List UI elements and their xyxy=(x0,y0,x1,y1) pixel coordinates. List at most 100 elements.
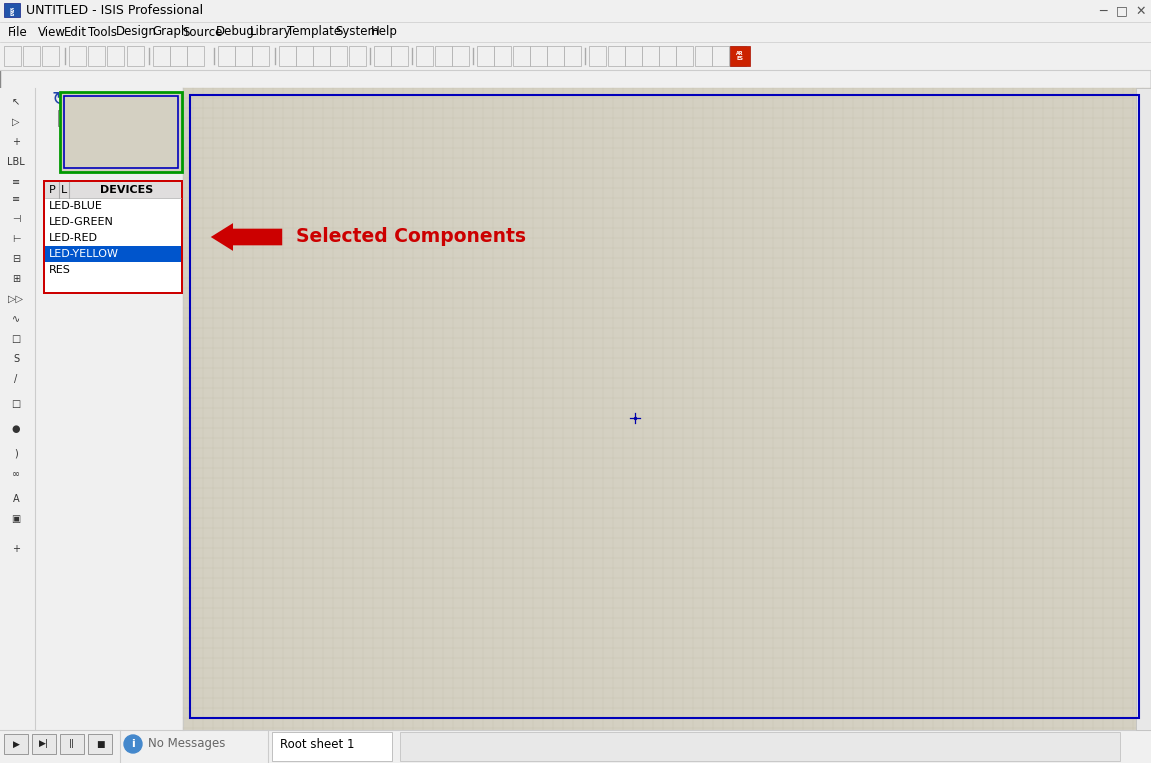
Bar xyxy=(589,46,605,66)
Bar xyxy=(494,46,511,66)
Text: IS: IS xyxy=(9,12,15,18)
Bar xyxy=(0,22,1151,42)
Text: System: System xyxy=(335,25,379,38)
Bar xyxy=(712,46,729,66)
Text: No Messages: No Messages xyxy=(148,738,226,751)
Text: +: + xyxy=(12,544,20,554)
Text: i: i xyxy=(131,739,135,749)
Text: ⊢: ⊢ xyxy=(12,234,21,244)
Bar xyxy=(729,46,746,66)
Bar xyxy=(0,88,1151,730)
Bar xyxy=(45,182,181,292)
Bar xyxy=(186,46,204,66)
Text: LED-GREEN: LED-GREEN xyxy=(49,217,114,227)
Bar xyxy=(23,46,40,66)
Text: Tools: Tools xyxy=(87,25,117,38)
Bar xyxy=(32,734,56,754)
Bar xyxy=(695,46,712,66)
Text: Design: Design xyxy=(116,25,157,38)
Text: ■: ■ xyxy=(96,739,105,749)
Bar xyxy=(330,46,346,66)
Text: ─: ─ xyxy=(1099,5,1107,18)
Bar xyxy=(2,190,30,208)
Bar xyxy=(296,46,313,66)
Text: AR
ES: AR ES xyxy=(737,50,744,61)
Bar xyxy=(2,350,30,368)
Text: View: View xyxy=(38,25,66,38)
Bar xyxy=(2,420,30,438)
Text: IS: IS xyxy=(9,8,15,12)
Text: DEVICES: DEVICES xyxy=(100,185,153,195)
Bar xyxy=(2,395,30,413)
Bar xyxy=(2,330,30,348)
Bar xyxy=(0,42,1151,70)
Bar xyxy=(0,0,1151,22)
Text: □: □ xyxy=(12,399,21,409)
Text: □: □ xyxy=(12,334,21,344)
Bar xyxy=(252,46,269,66)
Bar xyxy=(2,133,30,151)
Text: Library: Library xyxy=(250,25,291,38)
Bar xyxy=(2,173,30,191)
Text: Debug: Debug xyxy=(216,25,254,38)
Text: ▷: ▷ xyxy=(13,117,20,127)
Text: □: □ xyxy=(1116,5,1128,18)
Text: ▷▷: ▷▷ xyxy=(8,294,23,304)
Text: ▶: ▶ xyxy=(13,739,20,749)
Bar xyxy=(564,46,581,66)
Bar xyxy=(235,46,252,66)
Bar xyxy=(2,370,30,388)
Bar xyxy=(2,250,30,268)
Text: ⊣: ⊣ xyxy=(12,214,21,224)
Bar xyxy=(642,46,660,66)
Bar xyxy=(2,510,30,528)
Bar xyxy=(547,46,564,66)
Bar xyxy=(183,88,1151,730)
Bar xyxy=(3,3,20,17)
Text: UNTITLED - ISIS Professional: UNTITLED - ISIS Professional xyxy=(26,5,203,18)
Bar xyxy=(87,734,112,754)
Text: Source: Source xyxy=(182,25,222,38)
Bar xyxy=(87,46,105,66)
Bar xyxy=(45,246,181,262)
Text: ↻: ↻ xyxy=(52,91,68,110)
Text: File: File xyxy=(8,25,28,38)
Text: /: / xyxy=(14,374,17,384)
Bar xyxy=(35,88,183,730)
Bar xyxy=(58,110,93,126)
Text: RES: RES xyxy=(49,265,71,275)
Bar xyxy=(2,210,30,228)
Bar xyxy=(1136,88,1151,730)
Text: +: + xyxy=(12,137,20,147)
Text: LED-RED: LED-RED xyxy=(49,233,98,243)
Bar xyxy=(608,46,625,66)
Bar xyxy=(2,113,30,131)
Text: ↺: ↺ xyxy=(71,91,89,110)
Bar xyxy=(60,734,84,754)
Text: P: P xyxy=(48,185,55,195)
Text: LBL: LBL xyxy=(7,157,25,167)
Text: ∞: ∞ xyxy=(12,469,20,479)
Bar xyxy=(60,92,182,172)
Text: Selected Components: Selected Components xyxy=(296,227,526,246)
Bar xyxy=(2,230,30,248)
Bar xyxy=(452,46,468,66)
Text: ↔: ↔ xyxy=(58,131,71,149)
Text: 0°: 0° xyxy=(69,113,81,123)
Text: ≡: ≡ xyxy=(12,194,20,204)
Bar xyxy=(660,46,676,66)
Text: Help: Help xyxy=(371,25,398,38)
Text: Root sheet 1: Root sheet 1 xyxy=(280,738,355,751)
Bar xyxy=(676,46,693,66)
Text: ↖: ↖ xyxy=(12,97,20,107)
Bar xyxy=(41,46,59,66)
Bar xyxy=(374,46,391,66)
Bar xyxy=(45,182,181,198)
Bar xyxy=(0,88,35,730)
Bar xyxy=(127,46,144,66)
Text: LED-YELLOW: LED-YELLOW xyxy=(49,249,119,259)
Bar xyxy=(279,46,296,66)
Bar xyxy=(349,46,366,66)
Circle shape xyxy=(124,735,142,753)
Text: ∿: ∿ xyxy=(12,314,20,324)
